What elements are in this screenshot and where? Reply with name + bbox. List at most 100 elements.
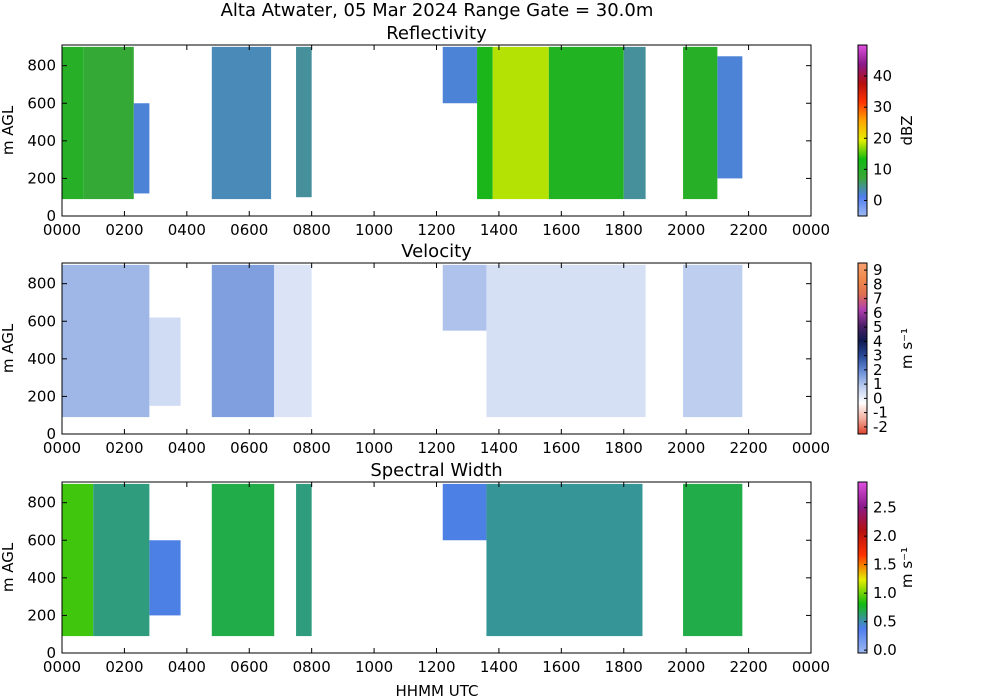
- velocity-x-tick-label: 1200: [417, 439, 455, 457]
- reflectivity-echo-11: [717, 56, 743, 179]
- velocity-y-tick-label: 200: [27, 387, 56, 405]
- spectral-width-y-tick-label: 800: [27, 494, 56, 512]
- velocity-colorbar-tick-label: 7: [873, 290, 883, 308]
- spectral-width-x-tick-label: 2200: [729, 658, 767, 676]
- spectral-width-echo-6: [486, 483, 643, 637]
- reflectivity-echo-4: [296, 46, 312, 198]
- spectral-width-title: Spectral Width: [370, 460, 502, 481]
- reflectivity-echo-8: [548, 46, 624, 200]
- velocity-y-tick-label: 400: [27, 350, 56, 368]
- spectral-width-y-tick-label: 600: [27, 531, 56, 549]
- reflectivity-echo-0: [62, 46, 84, 200]
- x-axis-label: HHMM UTC: [396, 682, 479, 700]
- reflectivity-colorbar-tick-label: 40: [873, 67, 892, 85]
- reflectivity-x-tick-label: 2200: [729, 221, 767, 239]
- spectral-width-x-tick-label: 0800: [293, 658, 331, 676]
- reflectivity-x-tick-label: 0800: [293, 221, 331, 239]
- velocity-colorbar-tick-label: 5: [873, 318, 883, 336]
- velocity-x-tick-label: 0000: [792, 439, 830, 457]
- spectral-width-echo-3: [211, 483, 275, 637]
- velocity-x-tick-label: 1600: [542, 439, 580, 457]
- spectral-width-x-tick-label: 1600: [542, 658, 580, 676]
- velocity-colorbar-tick-label: -1: [873, 404, 888, 422]
- reflectivity-echo-7: [492, 46, 549, 200]
- velocity-colorbar-tick-label: 2: [873, 361, 883, 379]
- reflectivity-title: Reflectivity: [386, 23, 487, 44]
- spectral-width-echo-0: [62, 483, 94, 637]
- reflectivity-x-tick-label: 0200: [105, 221, 143, 239]
- reflectivity-y-tick-label: 400: [27, 132, 56, 150]
- velocity-colorbar-label: m s⁻¹: [898, 328, 916, 369]
- spectral-width-echo-4: [296, 483, 312, 637]
- spectral-width-x-tick-label: 0600: [230, 658, 268, 676]
- reflectivity-x-tick-label: 1200: [417, 221, 455, 239]
- reflectivity-x-tick-label: 1000: [355, 221, 393, 239]
- reflectivity-panel: Reflectivity 0000 0200 0400 0600 0800 1000 1200…: [0, 23, 916, 239]
- reflectivity-x-tick-label: 1800: [605, 221, 643, 239]
- velocity-x-tick-label: 2200: [729, 439, 767, 457]
- reflectivity-x-tick-label: 0600: [230, 221, 268, 239]
- reflectivity-colorbar-label: dBZ: [898, 115, 916, 145]
- velocity-title: Velocity: [401, 241, 472, 262]
- reflectivity-colorbar: [857, 44, 868, 217]
- spectral-width-colorbar-tick-label: 1.5: [873, 556, 897, 574]
- velocity-echo-5: [486, 264, 646, 418]
- reflectivity-y-tick-label: 800: [27, 57, 56, 75]
- reflectivity-x-tick-label: 0400: [168, 221, 206, 239]
- reflectivity-echo-2: [133, 103, 150, 194]
- velocity-y-tick-label: 0: [46, 425, 56, 443]
- velocity-echo-4: [442, 264, 487, 331]
- spectral-width-x-tick-label: 1400: [480, 658, 518, 676]
- spectral-width-colorbar-tick-label: 1.0: [873, 584, 897, 602]
- reflectivity-x-tick-label: 0000: [43, 221, 81, 239]
- spectral-width-x-tick-label: 1000: [355, 658, 393, 676]
- reflectivity-colorbar-tick-label: 10: [873, 160, 892, 178]
- reflectivity-x-tick-label: 0000: [792, 221, 830, 239]
- reflectivity-x-tick-label: 1600: [542, 221, 580, 239]
- spectral-width-x-tick-label: 2000: [667, 658, 705, 676]
- reflectivity-echo-9: [623, 46, 646, 200]
- velocity-x-tick-label: 0600: [230, 439, 268, 457]
- spectral-width-echo-7: [683, 483, 743, 637]
- spectral-width-colorbar-tick-label: 0.0: [873, 641, 897, 659]
- spectral-width-colorbar-label: m s⁻¹: [898, 547, 916, 588]
- reflectivity-echo-5: [442, 46, 478, 104]
- velocity-y-tick-label: 800: [27, 275, 56, 293]
- velocity-colorbar-tick-label: 3: [873, 347, 883, 365]
- velocity-colorbar-tick-label: 8: [873, 275, 883, 293]
- velocity-echo-0: [62, 264, 150, 418]
- spectral-width-echo-5: [442, 483, 487, 541]
- spectral-width-x-tick-label: 1200: [417, 658, 455, 676]
- spectral-width-x-tick-label: 0000: [43, 658, 81, 676]
- spectral-width-colorbar-tick-label: 2.0: [873, 527, 897, 545]
- velocity-colorbar-tick-label: 4: [873, 332, 883, 350]
- reflectivity-y-tick-label: 600: [27, 94, 56, 112]
- velocity-colorbar-tick-label: 6: [873, 304, 883, 322]
- velocity-echo-1: [149, 317, 181, 406]
- spectral-width-x-tick-label: 0000: [792, 658, 830, 676]
- spectral-width-x-tick-label: 0400: [168, 658, 206, 676]
- spectral-width-y-tick-label: 400: [27, 569, 56, 587]
- velocity-echo-3: [274, 264, 312, 418]
- figure-suptitle: Alta Atwater, 05 Mar 2024 Range Gate = 3…: [221, 0, 654, 21]
- reflectivity-y-axis-label: m AGL: [0, 105, 17, 155]
- velocity-colorbar-tick-label: -2: [873, 418, 888, 436]
- velocity-colorbar: [857, 262, 868, 435]
- reflectivity-colorbar-tick-label: 20: [873, 129, 892, 147]
- velocity-x-tick-label: 0000: [43, 439, 81, 457]
- velocity-x-tick-label: 0800: [293, 439, 331, 457]
- velocity-x-tick-label: 0400: [168, 439, 206, 457]
- reflectivity-echo-1: [83, 46, 134, 200]
- reflectivity-x-tick-label: 2000: [667, 221, 705, 239]
- spectral-width-colorbar-tick-label: 0.5: [873, 613, 897, 631]
- reflectivity-y-tick-label: 200: [27, 169, 56, 187]
- spectral-width-x-tick-label: 1800: [605, 658, 643, 676]
- velocity-echo-6: [683, 264, 743, 418]
- velocity-colorbar-tick-label: 0: [873, 389, 883, 407]
- spectral-width-y-axis-label: m AGL: [0, 542, 17, 592]
- spectral-width-colorbar-tick-label: 2.5: [873, 499, 897, 517]
- reflectivity-x-tick-label: 1400: [480, 221, 518, 239]
